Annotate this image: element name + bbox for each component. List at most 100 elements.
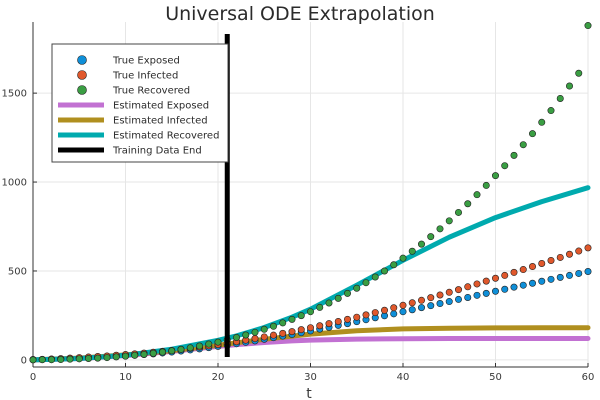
point-true-recovered — [399, 254, 407, 262]
point-true-infected — [371, 309, 379, 317]
point-true-infected — [427, 294, 435, 302]
point-true-recovered — [584, 22, 592, 30]
point-true-infected — [353, 313, 361, 321]
point-true-infected — [279, 329, 287, 337]
point-true-recovered — [140, 350, 148, 358]
point-true-recovered — [464, 200, 472, 208]
point-true-infected — [519, 266, 527, 274]
point-true-infected — [547, 256, 555, 264]
point-true-recovered — [85, 354, 93, 362]
point-true-infected — [334, 317, 342, 325]
point-true-infected — [473, 280, 481, 288]
point-true-recovered — [75, 355, 83, 363]
point-true-infected — [436, 291, 444, 299]
point-true-recovered — [491, 172, 499, 180]
point-true-recovered — [186, 344, 194, 352]
x-tick-label: 30 — [304, 372, 317, 383]
point-true-recovered — [519, 141, 527, 149]
legend-marker-true-recovered — [77, 85, 87, 95]
x-axis-label: t — [306, 386, 312, 400]
point-true-infected — [325, 320, 333, 328]
point-true-recovered — [371, 273, 379, 281]
point-true-exposed — [454, 295, 462, 303]
point-true-recovered — [159, 348, 167, 356]
point-true-recovered — [66, 355, 74, 363]
legend-label-true-infected: True Infected — [112, 71, 178, 82]
point-true-recovered — [288, 315, 296, 323]
point-true-recovered — [325, 299, 333, 307]
point-true-recovered — [556, 94, 564, 102]
x-tick-label: 40 — [397, 372, 410, 383]
point-true-recovered — [408, 247, 416, 255]
point-true-recovered — [473, 191, 481, 199]
point-true-exposed — [417, 304, 425, 312]
point-true-infected — [482, 277, 490, 285]
point-true-infected — [408, 299, 416, 307]
point-true-infected — [316, 322, 324, 330]
point-true-exposed — [491, 287, 499, 295]
legend-marker-true-exposed — [77, 55, 87, 65]
point-true-recovered — [112, 353, 120, 361]
point-true-infected — [445, 288, 453, 296]
point-true-exposed — [565, 271, 573, 279]
point-true-recovered — [251, 328, 259, 336]
point-true-exposed — [528, 279, 536, 287]
chart-title: Universal ODE Extrapolation — [165, 3, 435, 25]
point-true-recovered — [103, 354, 111, 362]
point-true-infected — [575, 247, 583, 255]
point-true-recovered — [196, 342, 204, 350]
point-true-recovered — [149, 349, 157, 357]
point-true-infected — [260, 333, 268, 341]
point-true-recovered — [482, 181, 490, 189]
point-true-recovered — [177, 345, 185, 353]
point-true-infected — [297, 326, 305, 334]
point-true-exposed — [519, 281, 527, 289]
tick-labels: 0 10 20 30 40 50 60 0 500 1000 1500 — [2, 89, 595, 383]
point-true-recovered — [390, 261, 398, 269]
point-true-recovered — [233, 333, 241, 341]
point-true-exposed — [408, 306, 416, 314]
legend: True Exposed True Infected True Recovered E… — [51, 43, 229, 163]
legend-label-training-data-end: Training Data End — [112, 146, 202, 157]
point-true-infected — [362, 311, 370, 319]
point-true-exposed — [538, 277, 546, 285]
legend-label-estimated-exposed: Estimated Exposed — [113, 101, 209, 112]
point-true-recovered — [538, 118, 546, 126]
point-true-infected — [380, 306, 388, 314]
point-true-infected — [269, 331, 277, 339]
point-true-exposed — [584, 268, 592, 276]
x-tick-label: 50 — [489, 372, 502, 383]
point-true-infected — [584, 244, 592, 252]
point-true-exposed — [575, 269, 583, 277]
point-true-recovered — [214, 338, 222, 346]
axes — [32, 22, 589, 368]
point-true-recovered — [510, 151, 518, 159]
point-true-infected — [417, 296, 425, 304]
point-true-infected — [306, 324, 314, 332]
point-true-recovered — [260, 325, 268, 333]
point-true-recovered — [417, 240, 425, 248]
legend-marker-true-infected — [77, 70, 87, 80]
point-true-exposed — [501, 285, 509, 293]
legend-label-true-recovered: True Recovered — [112, 86, 190, 97]
point-true-recovered — [528, 130, 536, 138]
point-true-recovered — [501, 162, 509, 170]
point-true-exposed — [473, 291, 481, 299]
legend-label-estimated-infected: Estimated Infected — [113, 116, 208, 127]
point-true-recovered — [436, 225, 444, 233]
point-true-recovered — [316, 303, 324, 311]
y-tick-label: 1500 — [2, 89, 27, 100]
x-tick-label: 20 — [212, 372, 225, 383]
point-true-recovered — [47, 356, 55, 364]
point-true-infected — [464, 283, 472, 291]
true-points — [29, 22, 592, 364]
point-true-infected — [528, 263, 536, 271]
point-true-exposed — [464, 293, 472, 301]
point-true-recovered — [547, 107, 555, 115]
point-true-exposed — [390, 310, 398, 318]
point-true-recovered — [427, 233, 435, 241]
y-tick-label: 0 — [21, 355, 27, 366]
point-true-recovered — [343, 289, 351, 297]
